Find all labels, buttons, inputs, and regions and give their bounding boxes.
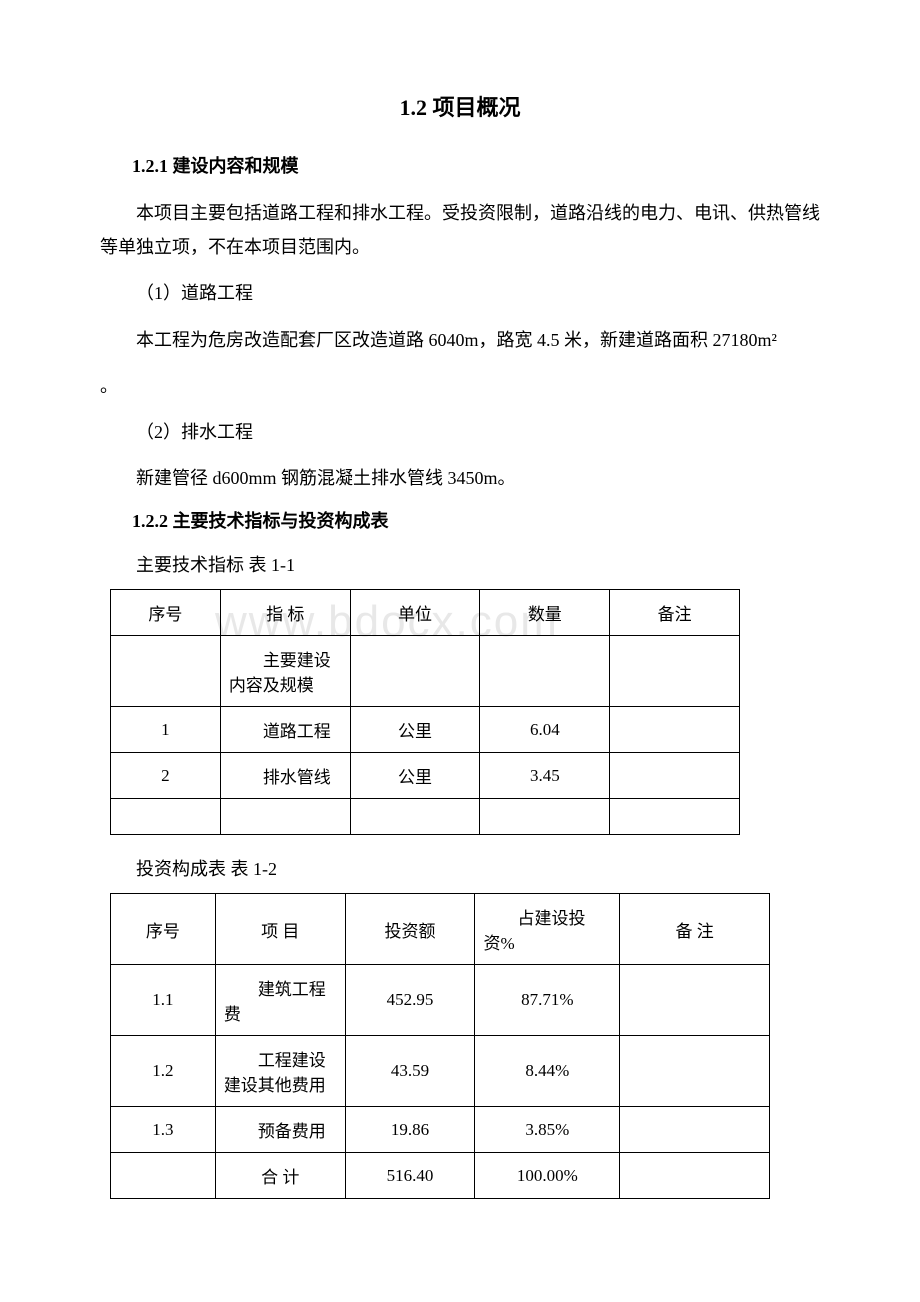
paragraph: 本工程为危房改造配套厂区改造道路 6040m，路宽 4.5 米，新建道路面积 2… [100, 323, 820, 357]
table-cell: 预备费用 [215, 1107, 345, 1153]
table-cell: 道路工程 [220, 707, 350, 753]
table-header-row: 序号 项 目 投资额 占建设投资% 备 注 [111, 894, 770, 965]
table-cell: 2 [111, 753, 221, 799]
table-cell: 3.45 [480, 753, 610, 799]
cell-text: 占建设投资% [483, 904, 611, 954]
paragraph-trail: 。 [100, 369, 820, 403]
table-header-cell: 数量 [480, 590, 610, 636]
paragraph: （1）道路工程 [100, 276, 820, 310]
table-header-cell: 序号 [111, 590, 221, 636]
table-row: 1.3 预备费用 19.86 3.85% [111, 1107, 770, 1153]
table-header-row: 序号 指 标 单位 数量 备注 [111, 590, 740, 636]
table-header-cell: 项 目 [215, 894, 345, 965]
table-cell: 8.44% [475, 1036, 620, 1107]
paragraph: 本项目主要包括道路工程和排水工程。受投资限制，道路沿线的电力、电讯、供热管线等单… [100, 196, 820, 264]
paragraph: （2）排水工程 [100, 415, 820, 449]
cell-text: 预备费用 [224, 1117, 337, 1142]
table-cell: 工程建设建设其他费用 [215, 1036, 345, 1107]
subsection-heading-1: 1.2.1 建设内容和规模 [100, 152, 820, 178]
table-row: 2 排水管线 公里 3.45 [111, 753, 740, 799]
paragraph: 新建管径 d600mm 钢筋混凝土排水管线 3450m。 [100, 461, 820, 495]
table-cell: 516.40 [345, 1153, 475, 1199]
subsection-heading-2: 1.2.2 主要技术指标与投资构成表 [100, 507, 820, 533]
table-row: 合 计 516.40 100.00% [111, 1153, 770, 1199]
document-content: 1.2 项目概况 1.2.1 建设内容和规模 本项目主要包括道路工程和排水工程。… [100, 90, 820, 1199]
table-cell [350, 799, 480, 835]
table-technical-indicators: 序号 指 标 单位 数量 备注 主要建设内容及规模 1 道路工程 公里 6.04… [110, 589, 740, 835]
table-cell [610, 753, 740, 799]
table-cell: 1.2 [111, 1036, 216, 1107]
table-cell [480, 799, 610, 835]
table-cell: 1.3 [111, 1107, 216, 1153]
table-header-cell: 指 标 [220, 590, 350, 636]
table-cell: 452.95 [345, 965, 475, 1036]
table-cell [620, 1036, 770, 1107]
section-title: 1.2 项目概况 [100, 90, 820, 122]
table-cell [111, 799, 221, 835]
table-row: 主要建设内容及规模 [111, 636, 740, 707]
table-cell [350, 636, 480, 707]
cell-text: 主要建设内容及规模 [229, 646, 342, 696]
table-cell: 排水管线 [220, 753, 350, 799]
table2-caption: 投资构成表 表 1-2 [100, 855, 820, 881]
cell-text: 排水管线 [229, 763, 342, 788]
table-cell: 100.00% [475, 1153, 620, 1199]
table-cell [480, 636, 610, 707]
table-cell: 合 计 [215, 1153, 345, 1199]
table-investment-composition: 序号 项 目 投资额 占建设投资% 备 注 1.1 建筑工程费 452.95 8… [110, 893, 770, 1199]
table-cell: 87.71% [475, 965, 620, 1036]
table-cell: 6.04 [480, 707, 610, 753]
table-header-cell: 序号 [111, 894, 216, 965]
table-cell [111, 1153, 216, 1199]
table-cell: 主要建设内容及规模 [220, 636, 350, 707]
table1-caption: 主要技术指标 表 1-1 [100, 551, 820, 577]
table-cell [111, 636, 221, 707]
table-cell [610, 636, 740, 707]
table-cell [610, 707, 740, 753]
table-cell: 公里 [350, 707, 480, 753]
table-header-cell: 投资额 [345, 894, 475, 965]
table-row: 1.2 工程建设建设其他费用 43.59 8.44% [111, 1036, 770, 1107]
table-cell [620, 965, 770, 1036]
table-cell: 43.59 [345, 1036, 475, 1107]
table-cell: 公里 [350, 753, 480, 799]
table-row [111, 799, 740, 835]
table-cell [620, 1153, 770, 1199]
table-row: 1 道路工程 公里 6.04 [111, 707, 740, 753]
table-header-cell: 单位 [350, 590, 480, 636]
cell-text: 工程建设建设其他费用 [224, 1046, 337, 1096]
table-cell: 1 [111, 707, 221, 753]
table-cell: 建筑工程费 [215, 965, 345, 1036]
table-cell: 19.86 [345, 1107, 475, 1153]
table-header-cell: 占建设投资% [475, 894, 620, 965]
table-row: 1.1 建筑工程费 452.95 87.71% [111, 965, 770, 1036]
cell-text: 道路工程 [229, 717, 342, 742]
table-cell [620, 1107, 770, 1153]
table-header-cell: 备 注 [620, 894, 770, 965]
table-cell [220, 799, 350, 835]
table-header-cell: 备注 [610, 590, 740, 636]
table-cell [610, 799, 740, 835]
cell-text: 建筑工程费 [224, 975, 337, 1025]
table-cell: 3.85% [475, 1107, 620, 1153]
table-cell: 1.1 [111, 965, 216, 1036]
